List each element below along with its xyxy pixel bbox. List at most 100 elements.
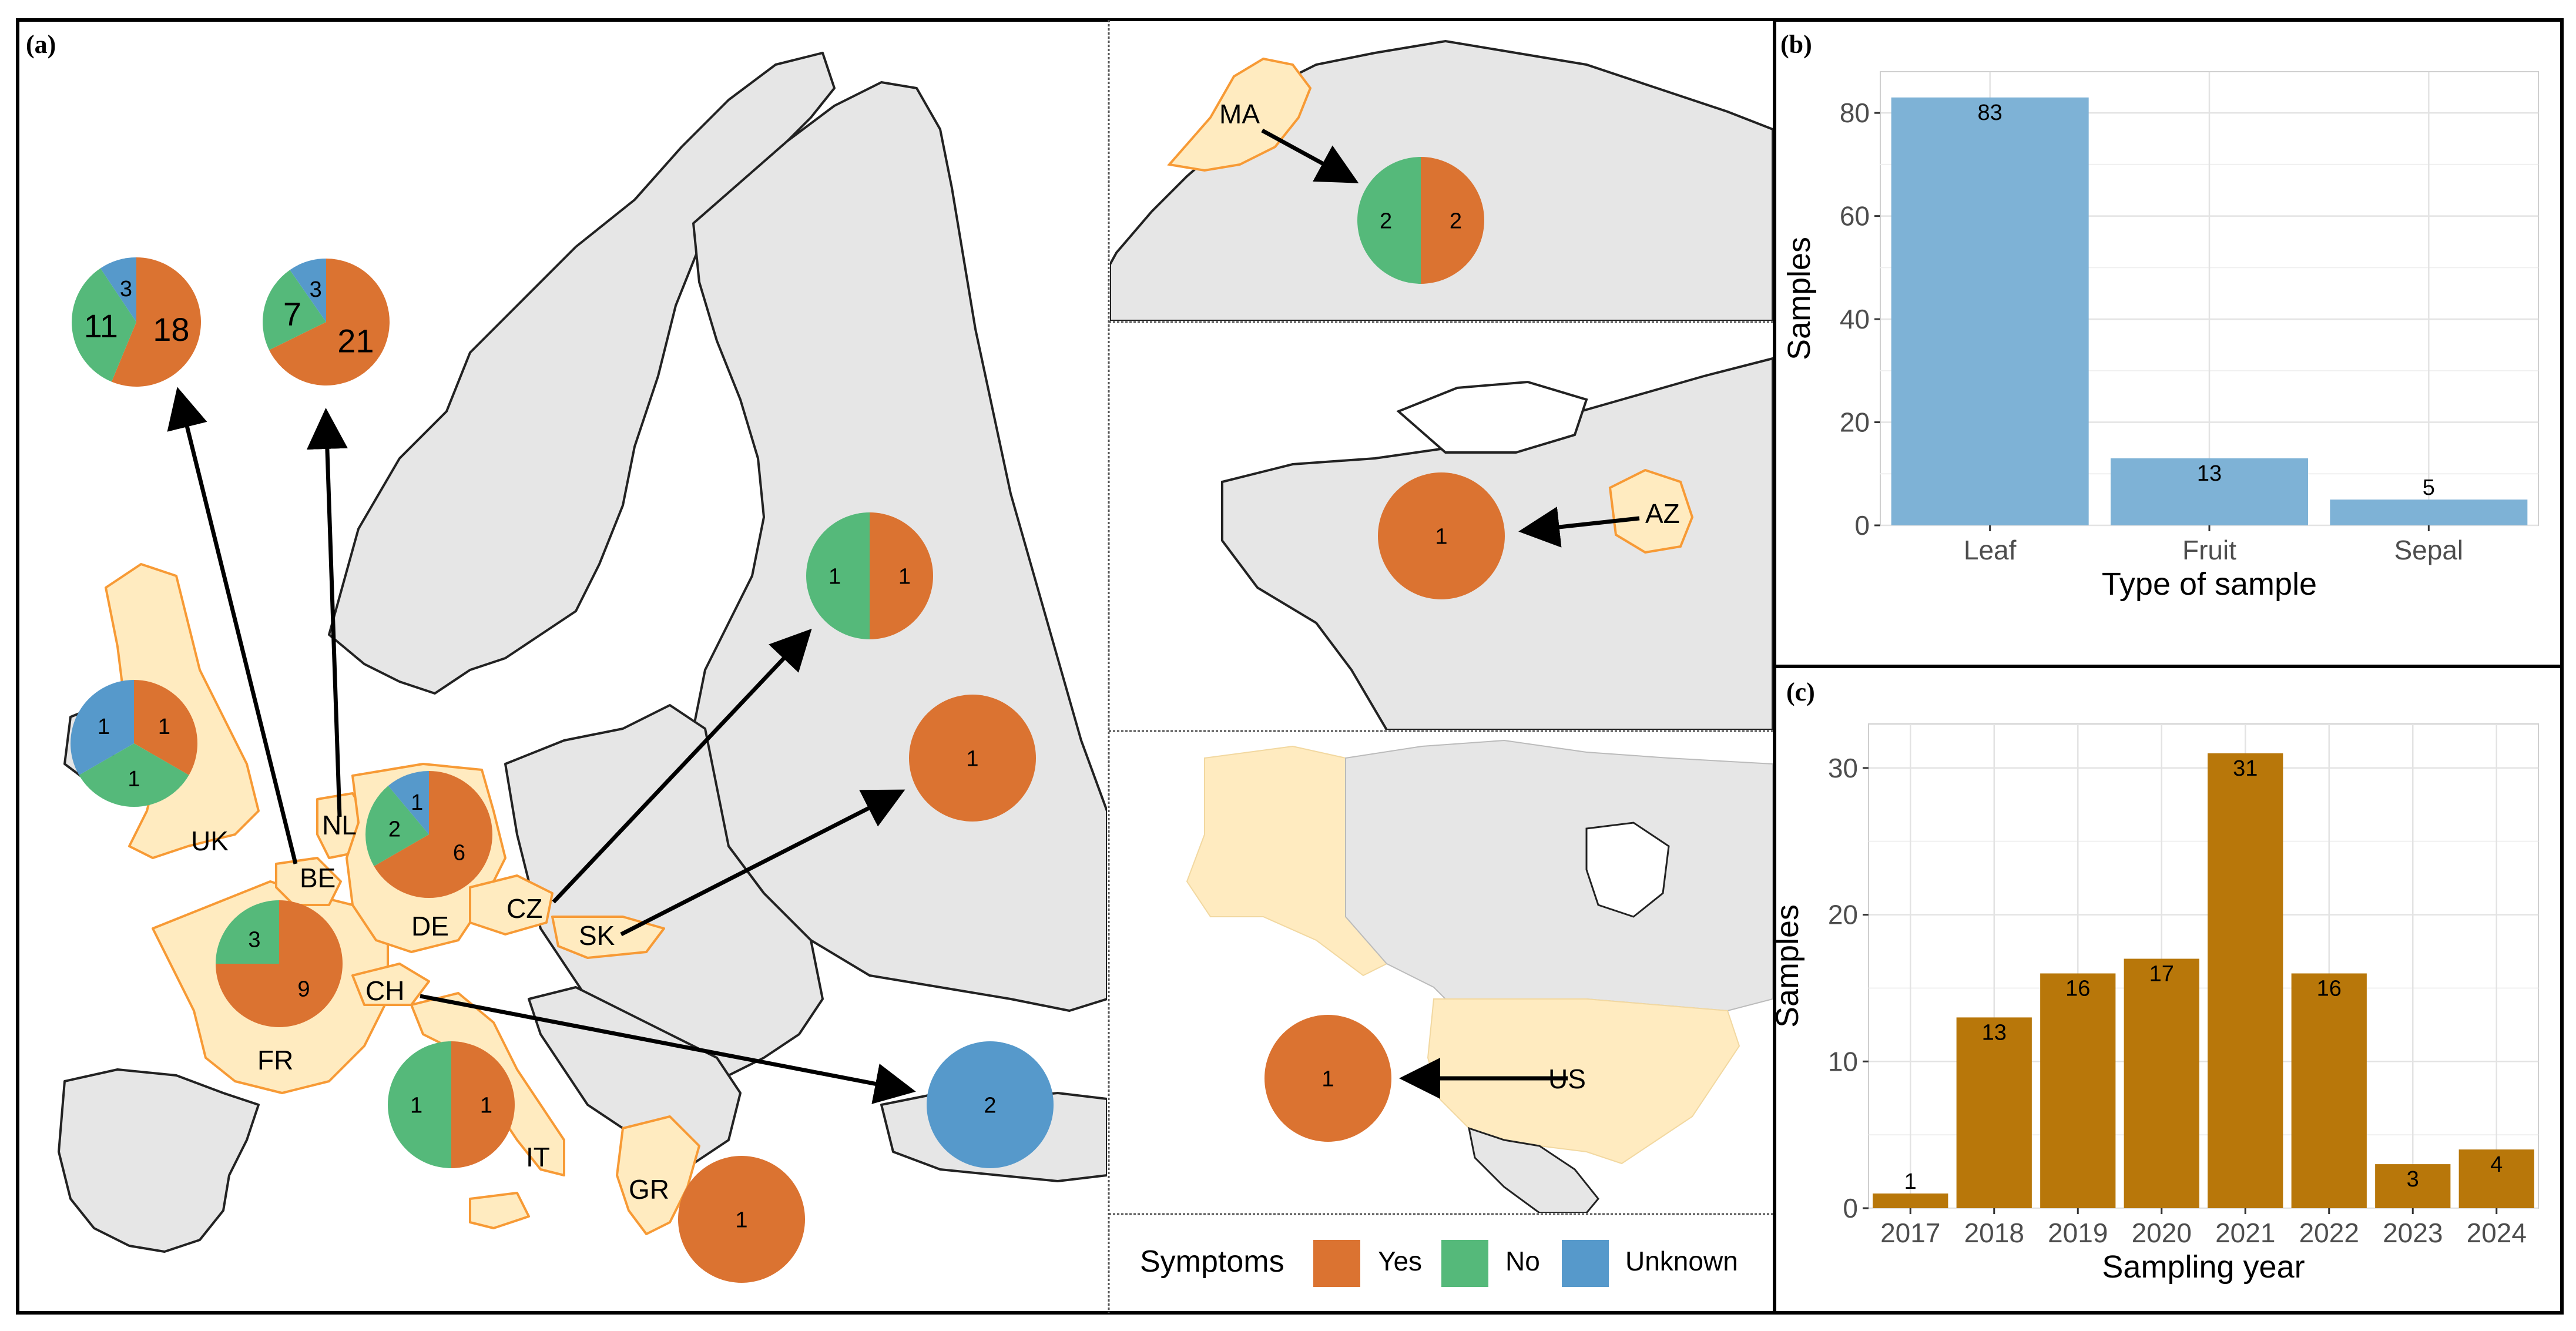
- y-tick-label: 20: [1840, 407, 1870, 438]
- eastern-europe: [504, 704, 824, 1094]
- pie-label-cz-no: 1: [829, 565, 841, 589]
- label-it: IT: [526, 1142, 550, 1172]
- country-gr: [616, 1115, 700, 1235]
- label-gr: GR: [629, 1174, 669, 1205]
- bar-chart-sample-type: 0 20 40 60 80 83 Leaf 13 Fruit 5 Sepal Type of samp…: [1782, 71, 2539, 602]
- iberia: [58, 1068, 260, 1253]
- bar-2017: [1873, 1193, 1948, 1208]
- data-label-2023: 3: [2407, 1167, 2419, 1192]
- pie-slice-us-yes: [1264, 1015, 1391, 1142]
- pie-slice-uk-no: [79, 743, 189, 807]
- pie-label-uk-yes: 1: [158, 715, 170, 739]
- legend-title: Symptoms: [1140, 1245, 1284, 1279]
- country-labels-europe: UK BE NL DE CZ SK FR CH IT GR: [191, 810, 669, 1205]
- label-az: AZ: [1645, 498, 1680, 529]
- y-tick-label: 20: [1828, 900, 1858, 930]
- x-tick-label: 2024: [2467, 1218, 2527, 1248]
- pie-slice-az-yes: [1378, 472, 1505, 599]
- data-label-2021: 31: [2233, 756, 2258, 781]
- data-label-fruit: 13: [2197, 461, 2222, 486]
- pie-label-de-no: 2: [388, 817, 401, 841]
- pie-label-sk-yes: 1: [966, 747, 978, 772]
- hudson-bay: [1585, 822, 1670, 918]
- pie-label-gr-yes: 1: [735, 1208, 747, 1233]
- x-axis-title: Type of sample: [2102, 566, 2317, 602]
- y-axis-title: Samples: [1770, 904, 1805, 1028]
- pie-slice-fr-no: [216, 900, 279, 964]
- pie-label-fr-yes: 9: [297, 977, 310, 1002]
- pie-fr: 93: [216, 900, 343, 1027]
- x-tick-label: 2017: [1880, 1218, 1940, 1248]
- y-tick-label: 80: [1840, 98, 1870, 128]
- pie-label-ma-no: 2: [1380, 209, 1392, 234]
- pie-ch: 2: [927, 1041, 1054, 1168]
- country-us: [1427, 998, 1740, 1165]
- pie-us: 1: [1264, 1015, 1391, 1142]
- alaska: [1186, 745, 1388, 977]
- country-it-sicily: [469, 1192, 530, 1229]
- y-tick-label: 10: [1828, 1046, 1858, 1077]
- bar-sepal: [2330, 499, 2528, 525]
- pie-label-be-unknown: 3: [120, 277, 132, 301]
- pie-label-nl-unknown: 3: [310, 277, 322, 302]
- panel-c: (c) 0 10 20 30 1 2017 13 2018 16 2019 17 2020 31 2021…: [1770, 665, 2564, 1315]
- pie-ma: 22: [1357, 157, 1484, 284]
- arrow-sk: [620, 789, 905, 937]
- arrow-nl: [306, 408, 348, 817]
- pie-label-uk-no: 1: [128, 767, 140, 792]
- pie-slice-be-yes: [111, 257, 201, 387]
- label-de: DE: [411, 911, 449, 941]
- pie-label-cz-yes: 1: [898, 565, 911, 589]
- pie-label-nl-yes: 21: [337, 323, 374, 360]
- data-label-2019: 16: [2065, 976, 2090, 1001]
- pie-it: 11: [388, 1041, 515, 1168]
- x-tick-label: Sepal: [2394, 535, 2464, 565]
- bar-chart-sampling-year: 0 10 20 30 1 2017 13 2018 16 2019 17 2020 31 2021 16 20…: [1770, 723, 2539, 1285]
- pie-slice-it-yes: [451, 1041, 515, 1168]
- pie-label-de-unknown: 1: [411, 790, 423, 815]
- country-be: [275, 857, 342, 906]
- pie-label-az-yes: 1: [1435, 525, 1447, 549]
- panel-c-frame: [1773, 665, 2564, 1315]
- balkans: [528, 986, 742, 1165]
- x-tick-label: 2020: [2132, 1218, 2192, 1248]
- data-label-2024: 4: [2490, 1152, 2503, 1177]
- pie-az: 1: [1378, 472, 1505, 599]
- pie-slice-cz-no: [806, 512, 870, 639]
- label-fr: FR: [257, 1045, 293, 1075]
- y-tick-label: 0: [1854, 510, 1870, 541]
- country-az: [1608, 468, 1694, 554]
- x-tick-label: 2018: [1964, 1218, 2024, 1248]
- pie-label-ch-unknown: 2: [984, 1094, 996, 1118]
- pie-label-be-no: 11: [84, 307, 118, 344]
- mexico: [1468, 1127, 1599, 1213]
- data-label-leaf: 83: [1978, 100, 2003, 125]
- bar-2019: [2040, 973, 2116, 1208]
- country-cz: [469, 874, 554, 936]
- label-ch: CH: [365, 975, 404, 1006]
- bar-2022: [2291, 973, 2367, 1208]
- pie-label-uk-unknown: 1: [98, 715, 110, 739]
- y-axis-title: Samples: [1782, 237, 1817, 360]
- pie-slice-cz-yes: [870, 512, 933, 639]
- arrow-cz: [552, 628, 812, 904]
- x-tick-label: 2023: [2383, 1218, 2443, 1248]
- pie-slice-be-no: [71, 268, 136, 382]
- pie-gr: 1: [678, 1156, 805, 1283]
- legend: Symptoms Yes No Unknown: [1140, 1240, 1738, 1287]
- bar-2018: [1956, 1017, 2032, 1208]
- pie-slice-uk-yes: [134, 680, 197, 775]
- label-cz: CZ: [507, 893, 542, 924]
- pie-cz: 11: [806, 512, 933, 639]
- arrow-ma: [1261, 128, 1359, 183]
- black-sea: [1396, 380, 1588, 454]
- bar-leaf: [1891, 97, 2089, 525]
- pie-slice-sk-yes: [909, 695, 1036, 822]
- x-tick-label: Leaf: [1964, 535, 2017, 565]
- pie-label-de-yes: 6: [453, 840, 465, 865]
- bar-2024: [2458, 1149, 2534, 1208]
- y-tick-label: 30: [1828, 753, 1858, 783]
- label-be: BE: [300, 863, 336, 893]
- inset-north-america: US: [1110, 732, 1773, 1213]
